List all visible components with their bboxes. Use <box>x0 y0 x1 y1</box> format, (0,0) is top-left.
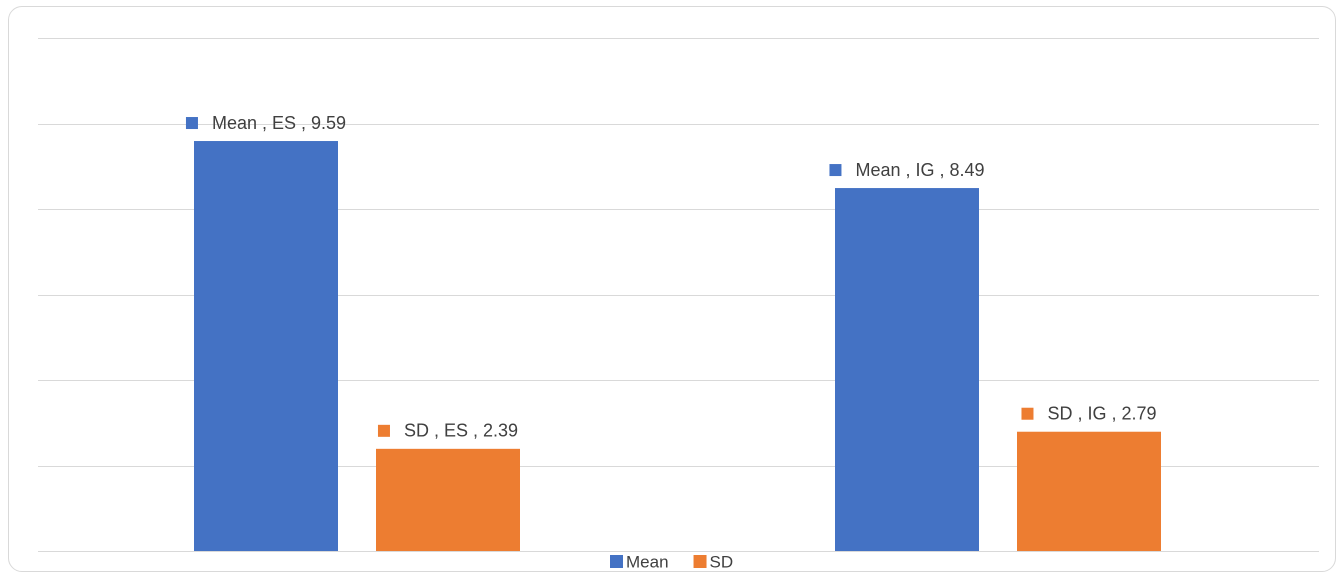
data-label: SD , IG , 2.79 <box>1047 403 1156 423</box>
data-label-key <box>1021 407 1034 420</box>
data-label-key <box>377 424 390 437</box>
data-label: SD , ES , 2.39 <box>404 421 518 441</box>
bar-sd-es <box>376 448 520 551</box>
data-label: Mean , ES , 9.59 <box>212 113 346 133</box>
data-label-key <box>185 117 198 130</box>
bars <box>194 141 1161 552</box>
legend-swatch-sd <box>693 555 707 568</box>
legend: Mean SD <box>610 552 733 571</box>
data-label-key <box>829 164 842 177</box>
legend-swatch-mean <box>610 555 623 568</box>
data-labels: Mean , ES , 9.59 SD , ES , 2.39 Mean , IG … <box>185 113 1157 441</box>
bar-mean-ig <box>835 188 979 552</box>
bar-sd-ig <box>1017 431 1161 551</box>
bar-mean-es <box>194 141 338 551</box>
legend-label: Mean <box>626 552 669 571</box>
legend-label: SD <box>710 552 734 571</box>
data-label: Mean , IG , 8.49 <box>855 160 984 180</box>
